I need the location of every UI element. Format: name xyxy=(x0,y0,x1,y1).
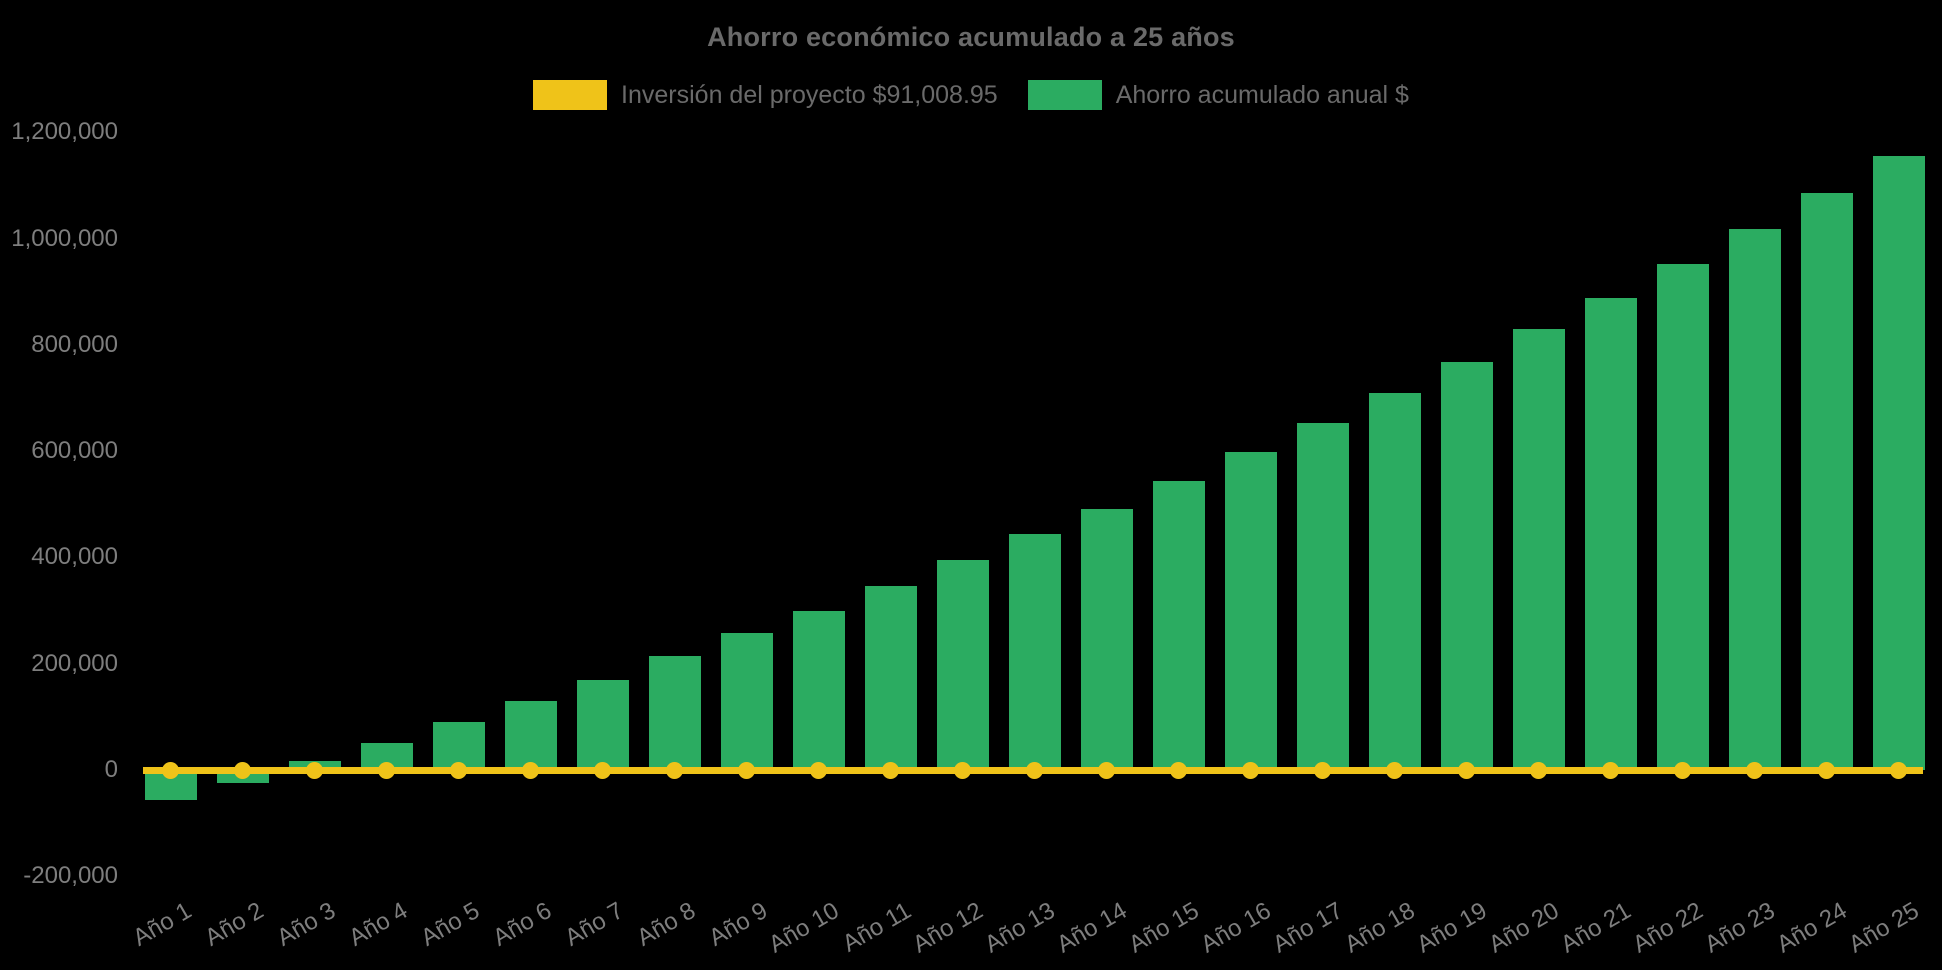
investment-marker-año-25[interactable] xyxy=(1890,761,1907,779)
x-tick-label: Año 20 xyxy=(1484,897,1564,959)
bar-año-18[interactable] xyxy=(1368,393,1421,770)
y-tick-label: 1,200,000 xyxy=(11,118,118,146)
investment-marker-año-18[interactable] xyxy=(1386,761,1403,779)
legend-label-investment: Inversión del proyecto $91,008.95 xyxy=(621,80,998,109)
investment-marker-año-11[interactable] xyxy=(882,761,899,779)
bar-año-9[interactable] xyxy=(720,632,773,770)
legend-label-savings: Ahorro acumulado anual $ xyxy=(1115,80,1409,109)
bar-año-21[interactable] xyxy=(1584,298,1637,770)
x-tick-label: Año 2 xyxy=(200,897,268,952)
investment-marker-año-14[interactable] xyxy=(1098,761,1115,779)
x-tick-label: Año 21 xyxy=(1556,897,1636,959)
x-tick-label: Año 23 xyxy=(1700,897,1780,959)
bar-año-8[interactable] xyxy=(648,656,701,770)
x-tick-label: Año 1 xyxy=(128,897,196,952)
bar-año-14[interactable] xyxy=(1080,509,1133,770)
x-tick-label: Año 12 xyxy=(908,897,988,959)
investment-marker-año-21[interactable] xyxy=(1602,761,1619,779)
investment-marker-año-20[interactable] xyxy=(1530,761,1547,779)
x-tick-label: Año 6 xyxy=(488,897,556,952)
bar-año-24[interactable] xyxy=(1800,193,1853,770)
x-tick-label: Año 5 xyxy=(416,897,484,952)
bar-año-17[interactable] xyxy=(1296,422,1349,770)
investment-marker-año-16[interactable] xyxy=(1242,761,1259,779)
bar-año-23[interactable] xyxy=(1728,228,1781,770)
x-tick-label: Año 24 xyxy=(1772,897,1852,959)
y-tick-label: 200,000 xyxy=(31,649,118,677)
y-tick-label: 1,000,000 xyxy=(11,224,118,252)
bar-año-10[interactable] xyxy=(792,610,845,770)
x-tick-label: Año 19 xyxy=(1412,897,1492,959)
legend-item-savings[interactable]: Ahorro acumulado anual $ xyxy=(1027,80,1409,110)
legend-item-investment[interactable]: Inversión del proyecto $91,008.95 xyxy=(533,80,998,110)
x-tick-label: Año 8 xyxy=(632,897,700,952)
investment-marker-año-13[interactable] xyxy=(1026,761,1043,779)
legend: Inversión del proyecto $91,008.95 Ahorro… xyxy=(0,80,1942,110)
x-tick-label: Año 22 xyxy=(1628,897,1708,959)
x-tick-label: Año 13 xyxy=(980,897,1060,959)
investment-marker-año-19[interactable] xyxy=(1458,761,1475,779)
investment-marker-año-12[interactable] xyxy=(954,761,971,779)
bar-año-16[interactable] xyxy=(1224,452,1277,770)
bar-año-6[interactable] xyxy=(504,700,557,770)
investment-marker-año-10[interactable] xyxy=(810,761,827,779)
savings-swatch-icon xyxy=(1027,80,1102,110)
x-tick-label: Año 9 xyxy=(704,897,772,952)
bar-año-11[interactable] xyxy=(864,586,917,770)
bar-año-15[interactable] xyxy=(1152,480,1205,770)
investment-marker-año-23[interactable] xyxy=(1746,761,1763,779)
y-tick-label: 0 xyxy=(104,756,118,783)
investment-swatch-icon xyxy=(533,80,608,110)
investment-marker-año-24[interactable] xyxy=(1818,761,1835,779)
x-tick-label: Año 10 xyxy=(764,897,844,959)
bar-año-12[interactable] xyxy=(936,560,989,770)
x-tick-label: Año 16 xyxy=(1196,897,1276,959)
y-tick-label: 600,000 xyxy=(31,437,118,465)
investment-marker-año-5[interactable] xyxy=(450,761,467,779)
investment-marker-año-3[interactable] xyxy=(306,761,323,779)
investment-marker-año-6[interactable] xyxy=(522,761,539,779)
x-tick-label: Año 14 xyxy=(1052,897,1132,959)
x-tick-label: Año 4 xyxy=(344,897,412,952)
investment-marker-año-4[interactable] xyxy=(378,761,395,779)
bar-año-22[interactable] xyxy=(1656,264,1709,770)
bar-año-7[interactable] xyxy=(576,679,629,770)
investment-marker-año-17[interactable] xyxy=(1314,761,1331,779)
x-tick-label: Año 17 xyxy=(1268,897,1348,959)
x-tick-label: Año 11 xyxy=(838,897,916,958)
bar-año-25[interactable] xyxy=(1872,156,1925,770)
bar-año-20[interactable] xyxy=(1512,329,1565,770)
investment-marker-año-15[interactable] xyxy=(1170,761,1187,779)
investment-marker-año-8[interactable] xyxy=(666,761,683,779)
investment-marker-año-2[interactable] xyxy=(234,761,251,779)
investment-marker-año-1[interactable] xyxy=(162,761,179,779)
y-tick-label: 800,000 xyxy=(31,330,118,358)
chart-title: Ahorro económico acumulado a 25 años xyxy=(707,22,1235,52)
bar-año-19[interactable] xyxy=(1440,362,1493,770)
x-tick-label: Año 3 xyxy=(272,897,340,952)
investment-marker-año-9[interactable] xyxy=(738,761,755,779)
investment-marker-año-7[interactable] xyxy=(594,761,611,779)
bar-año-13[interactable] xyxy=(1008,534,1061,770)
y-tick-label: -200,000 xyxy=(23,862,118,890)
x-tick-label: Año 15 xyxy=(1124,897,1204,959)
x-tick-label: Año 7 xyxy=(560,897,628,952)
investment-marker-año-22[interactable] xyxy=(1674,761,1691,779)
x-tick-label: Año 18 xyxy=(1340,897,1420,959)
y-tick-label: 400,000 xyxy=(31,543,118,571)
x-tick-label: Año 25 xyxy=(1844,897,1924,959)
